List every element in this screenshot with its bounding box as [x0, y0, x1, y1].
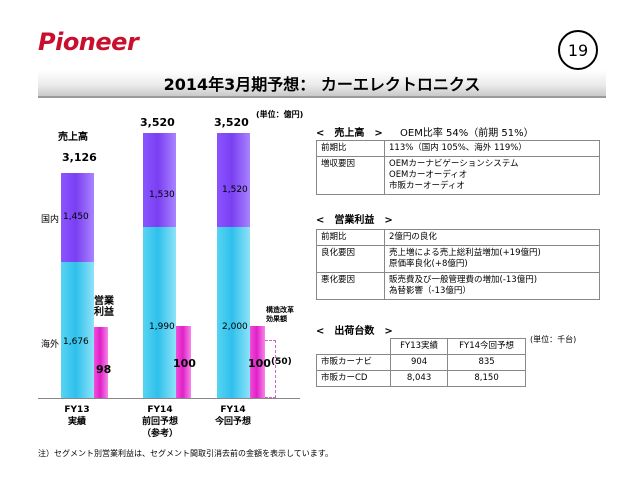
operating-profit-table: 前期比 2億円の良化 良化要因 売上増による売上総利益増加(+19億円) 原価率…: [316, 229, 600, 300]
oem-ratio: OEM比率 54%（前期 51%）: [400, 128, 534, 139]
page-number: 19: [558, 30, 598, 70]
bar-fy13-domestic: [61, 173, 94, 262]
fy14-prev-total: 3,520: [140, 116, 175, 129]
sales-table: 前期比 113%（国内 105%、海外 119%） 増収要因 OEMカーナビゲー…: [316, 140, 600, 195]
fy13-domestic: 1,450: [63, 212, 89, 222]
op-row-0-key: 前期比: [316, 229, 385, 246]
table-row: 前期比 2億円の良化: [316, 229, 600, 246]
table-row: 前期比 113%（国内 105%、海外 119%）: [316, 140, 600, 157]
shipments-heading: < 出荷台数 >: [316, 326, 393, 337]
label-operating-profit: 営業 利益: [94, 296, 114, 318]
shipments-header-0: [316, 338, 391, 355]
op-row-1-key: 良化要因: [316, 245, 385, 273]
pioneer-logo: Pioneer: [38, 28, 139, 56]
fy14-prev-op: 100: [173, 357, 196, 370]
shipments-unit: (単位：千台): [530, 335, 577, 344]
fy13-op: 98: [96, 363, 112, 376]
sales-row-1-value: OEMカーナビゲーションシステム OEMカーオーディオ 市販カーオーディオ: [384, 156, 600, 195]
shipments-row-0-fy13: 904: [389, 354, 449, 371]
bar-fy14-new-overseas: [217, 227, 250, 398]
x-axis: [38, 398, 300, 399]
fy13-total: 3,126: [62, 151, 97, 164]
table-row: 良化要因 売上増による売上総利益増加(+19億円) 原価率良化(+8億円): [316, 245, 600, 273]
page-title: 2014年3月期予想： カーエレクトロニクス: [38, 70, 606, 98]
fy14-new-total: 3,520: [214, 116, 249, 129]
bar-fy14-prev-op: [176, 326, 191, 398]
table-row: 市販カーCD 8,043 8,150: [316, 370, 526, 387]
fy14-new-op: 100: [248, 357, 271, 370]
chart-unit-label: (単位：億円): [256, 110, 304, 119]
sales-row-1-key: 増収要因: [316, 156, 385, 195]
shipments-row-0-fy14: 835: [447, 354, 526, 371]
operating-profit-heading: < 営業利益 >: [316, 215, 393, 226]
shipments-row-1-fy14: 8,150: [447, 370, 526, 387]
label-overseas: 海外: [41, 340, 60, 350]
bar-fy14-new-restructure: [265, 340, 276, 398]
op-row-2-key: 悪化要因: [316, 272, 385, 300]
bar-fy13-overseas: [61, 262, 94, 398]
fy14-prev-overseas: 1,990: [149, 322, 175, 332]
sales-row-0-value: 113%（国内 105%、海外 119%）: [384, 140, 600, 157]
fy13-overseas: 1,676: [63, 337, 89, 347]
bar-fy14-prev-domestic: [143, 133, 176, 227]
shipments-header-2: FY14今回予想: [447, 338, 526, 355]
table-row: 悪化要因 販売費及び一般管理費の増加(-13億円) 為替影響（-13億円）: [316, 272, 600, 300]
bar-fy13-op: [94, 327, 108, 398]
sales-row-0-key: 前期比: [316, 140, 385, 157]
shipments-row-1-label: 市販カーCD: [316, 370, 391, 387]
label-restructuring-effect: 構造改革 効果額: [266, 306, 294, 323]
label-domestic: 国内: [41, 215, 60, 225]
op-row-2-value: 販売費及び一般管理費の増加(-13億円) 為替影響（-13億円）: [384, 272, 600, 300]
fy14-prev-domestic: 1,530: [149, 190, 175, 200]
op-row-0-value: 2億円の良化: [384, 229, 600, 246]
category-fy14-new: FY14 今回予想: [214, 405, 251, 427]
bar-fy14-new-op: [250, 326, 265, 398]
op-row-1-value: 売上増による売上総利益増加(+19億円) 原価率良化(+8億円): [384, 245, 600, 273]
shipments-table: FY13実績 FY14今回予想 市販カーナビ 904 835 市販カーCD 8,…: [316, 338, 526, 387]
table-row: 市販カーナビ 904 835: [316, 354, 526, 371]
table-row: 増収要因 OEMカーナビゲーションシステム OEMカーオーディオ 市販カーオーデ…: [316, 156, 600, 195]
shipments-row-1-fy13: 8,043: [389, 370, 449, 387]
bar-fy14-new-domestic: [217, 133, 250, 227]
fy14-new-domestic: 1,520: [222, 185, 248, 195]
fy14-new-restructure: (50): [271, 357, 292, 367]
fy14-new-overseas: 2,000: [222, 322, 248, 332]
category-fy13: FY13 実績: [64, 405, 90, 427]
footnote: 注）セグメント別営業利益は、セグメント間取引消去前の金額を表示しています。: [38, 449, 333, 458]
label-sales: 売上高: [58, 132, 88, 143]
table-row: FY13実績 FY14今回予想: [316, 338, 526, 355]
shipments-row-0-label: 市販カーナビ: [316, 354, 391, 371]
category-fy14-prev: FY14 前回予想 （参考）: [141, 405, 178, 439]
shipments-header-1: FY13実績: [389, 338, 449, 355]
sales-heading: < 売上高 >: [316, 128, 383, 139]
bar-fy14-prev-overseas: [143, 227, 176, 398]
